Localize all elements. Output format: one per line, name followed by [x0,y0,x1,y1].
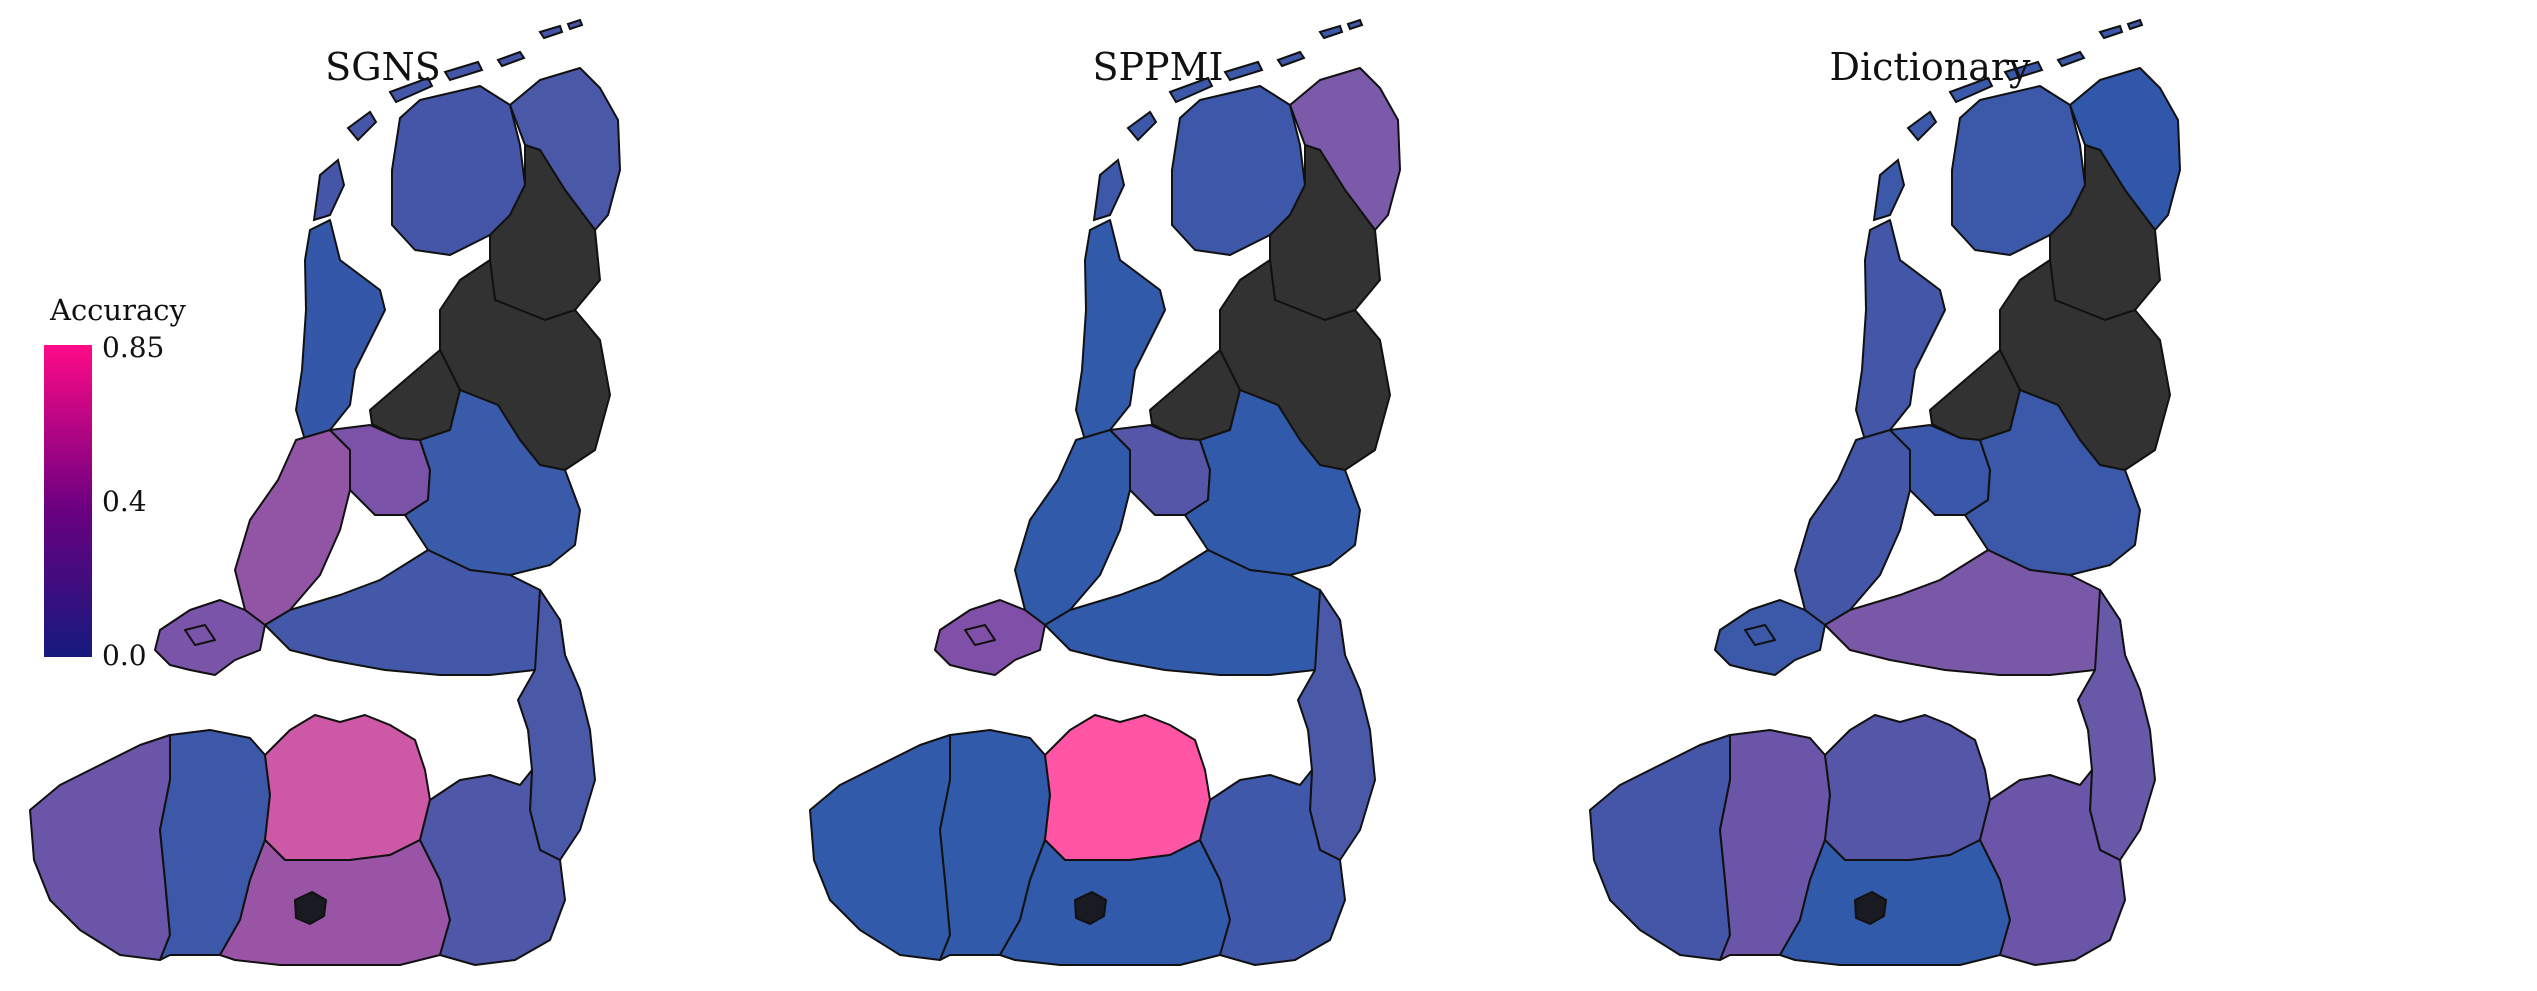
region-antwerpen [1824,714,1991,861]
wadden-island-rottumeroog [2098,24,2124,40]
region-noord-holland [1075,219,1166,441]
wadden-island-ameland [1223,60,1264,82]
map-panel-sppmi [809,18,1401,966]
legend-tick-high: 0.85 [102,331,164,364]
region-antwerpen [264,714,431,861]
map-panel-sgns [29,18,621,966]
region-gelderland [1964,389,2141,576]
region-flevoland [1149,349,1241,441]
wadden-island-vlieland [1906,110,1938,142]
wadden-island-ameland [2003,60,2044,82]
wadden-island-texel [1872,158,1906,222]
region-zuid-holland [1794,429,1911,626]
color-legend: Accuracy 0.85 0.4 0.0 [44,293,186,672]
wadden-island-schiermonnikoog [2056,50,2086,68]
region-gelderland [1184,389,1361,576]
region-zeeland [934,599,1046,676]
legend-colorbar [44,345,92,657]
wadden-island-vlieland [346,110,378,142]
region-antwerpen [1044,714,1211,861]
wadden-island-rottumerplaat [2126,18,2144,31]
wadden-island-schiermonnikoog [1276,50,1306,68]
region-noord-holland [295,219,386,441]
legend-tick-low: 0.0 [102,639,147,672]
region-flevoland [1929,349,2021,441]
region-west-vlaanderen [809,734,951,961]
region-limburg-be [1979,769,2126,966]
region-west-vlaanderen [29,734,171,961]
map-title-sgns: SGNS [325,45,441,89]
region-noord-holland [1855,219,1946,441]
region-zeeland [154,599,266,676]
region-gelderland [404,389,581,576]
map-panel-dictionary [1589,18,2181,966]
legend-tick-mid: 0.4 [102,485,147,518]
region-flevoland [369,349,461,441]
wadden-island-ameland [443,60,484,82]
region-zeeland [1714,599,1826,676]
wadden-island-schiermonnikoog [496,50,526,68]
wadden-island-rottumerplaat [566,18,584,31]
region-limburg-be [419,769,566,966]
wadden-island-terschelling [388,76,434,104]
region-brussels [294,891,327,925]
wadden-island-vlieland [1126,110,1158,142]
wadden-island-texel [1092,158,1126,222]
region-zuid-holland [234,429,351,626]
map-title-dictionary: Dictionary [1830,45,2031,89]
legend-title: Accuracy [49,293,186,327]
wadden-island-terschelling [1168,76,1214,104]
wadden-island-terschelling [1948,76,1994,104]
region-zuid-holland [1014,429,1131,626]
region-brussels [1074,891,1107,925]
region-limburg-be [1199,769,1346,966]
wadden-island-texel [312,158,346,222]
wadden-island-rottumeroog [1318,24,1344,40]
region-brussels [1854,891,1887,925]
region-west-vlaanderen [1589,734,1731,961]
map-title-sppmi: SPPMI [1092,45,1223,89]
wadden-island-rottumerplaat [1346,18,1364,31]
wadden-island-rottumeroog [538,24,564,40]
